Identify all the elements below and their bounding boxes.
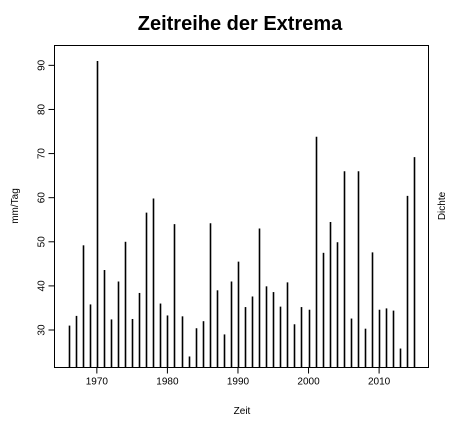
y-tick-label: 40 <box>37 280 48 292</box>
x-tick-label: 1980 <box>156 377 179 388</box>
x-axis-label: Zeit <box>234 406 251 417</box>
right-axis-label: Dichte <box>437 191 448 220</box>
chart-title: Zeitreihe der Extrema <box>138 13 343 35</box>
x-tick-label: 2010 <box>368 377 391 388</box>
x-axis: 1970 1980 1990 2000 2010 <box>86 367 391 388</box>
bars-group <box>68 60 416 368</box>
x-tick-label: 1970 <box>86 377 109 388</box>
y-tick-label: 60 <box>37 192 48 204</box>
y-axis: 30 40 50 60 70 80 90 <box>37 59 55 336</box>
y-tick-label: 30 <box>37 324 48 336</box>
x-tick-label: 1990 <box>227 377 250 388</box>
y-tick-label: 70 <box>37 148 48 160</box>
y-tick-label: 80 <box>37 103 48 115</box>
y-axis-label: mm/Tag <box>10 188 21 224</box>
y-tick-label: 90 <box>37 59 48 71</box>
plot-frame <box>54 45 429 368</box>
y-tick-label: 50 <box>37 236 48 248</box>
x-tick-label: 2000 <box>297 377 320 388</box>
